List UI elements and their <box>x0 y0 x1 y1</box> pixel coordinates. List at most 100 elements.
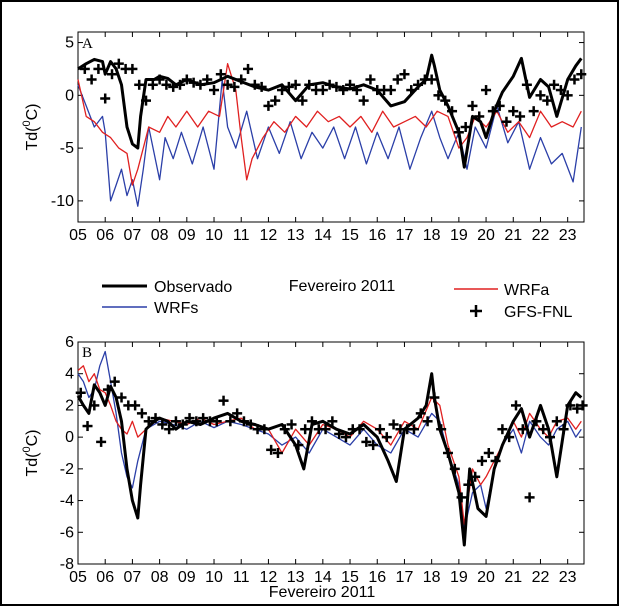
panel-b-x-tick-label: 19 <box>450 569 468 586</box>
panel-b-gfs-fnl-point <box>327 416 338 427</box>
panel-b-x-tick-label: 14 <box>314 569 332 586</box>
panel-b-gfs-fnl-point <box>510 400 521 411</box>
panel-b-x-tick-label: 20 <box>477 569 495 586</box>
panel-a-series-gfs-fnl <box>79 58 587 138</box>
panel-b-y-tick-label: -8 <box>60 556 74 573</box>
panel-a-y-ticks: 5 0 -5 -10 <box>51 35 584 210</box>
panel-a-gfs-fnl-point <box>277 85 288 96</box>
panel-a-x-tick-label: 18 <box>423 227 441 244</box>
panel-a-gfs-fnl-point <box>440 95 451 106</box>
panel-b-gfs-fnl-point <box>293 440 304 451</box>
panel-b-gfs-fnl-point <box>198 413 209 424</box>
panel-b-x-tick-label: 07 <box>124 569 142 586</box>
panel-b-y-tick-label: 2 <box>65 397 74 414</box>
panel-a-gfs-fnl-point <box>549 79 560 90</box>
panel-b-gfs-fnl-point <box>551 416 562 427</box>
panel-a-gfs-fnl-point <box>236 74 247 85</box>
panel-b-gfs-fnl-point <box>245 419 256 430</box>
panel-a-gfs-fnl-point <box>270 95 281 106</box>
panel-b-gfs-fnl-point <box>259 424 270 435</box>
panel-b-gfs-fnl-point <box>89 400 100 411</box>
panel-b-gfs-fnl-point <box>177 419 188 430</box>
panel-a-gfs-fnl-point <box>345 79 356 90</box>
panel-b-y-tick-label: -6 <box>60 524 74 541</box>
panel-a-gfs-fnl-point <box>175 79 186 90</box>
panel-a-gfs-fnl-point <box>447 106 458 117</box>
panel-b-plot-area <box>77 341 585 565</box>
panel-a-x-ticks: 05 06 07 08 09 10 11 12 13 14 15 16 17 18 19 20 21 22 23 <box>69 32 577 244</box>
panel-b-gfs-fnl-point <box>266 444 277 455</box>
panel-b-gfs-fnl-point <box>456 492 467 503</box>
panel-a-gfs-fnl-point <box>521 79 532 90</box>
panel-b-gfs-fnl-point <box>320 424 331 435</box>
panel-b-x-tick-label: 15 <box>341 569 359 586</box>
panel-a-series-wrfa <box>77 63 582 186</box>
panel-a-x-tick-label: 08 <box>151 227 169 244</box>
panel-b-gfs-fnl-point <box>544 432 555 443</box>
panel-a-gfs-fnl-point <box>338 85 349 96</box>
panel-a-gfs-fnl-point <box>528 106 539 117</box>
panel-b-gfs-fnl-point <box>286 419 297 430</box>
panel-a-gfs-fnl-point <box>229 81 240 92</box>
panel-a-gfs-fnl-point <box>107 69 118 80</box>
panel-a-x-tick-label: 16 <box>368 227 386 244</box>
panel-b-gfs-fnl-point <box>381 432 392 443</box>
panel-b-x-tick-label: 18 <box>423 569 441 586</box>
panel-b-gfs-fnl-point <box>218 395 229 406</box>
panel-a-gfs-fnl-point <box>79 63 90 74</box>
panel-a-gfs-fnl-point <box>433 90 444 101</box>
panel-b-gfs-fnl-point <box>75 387 86 398</box>
panel-b-x-tick-label: 16 <box>368 569 386 586</box>
panel-b-gfs-fnl-point <box>232 408 243 419</box>
panel-b-ylabel-sup: 0 <box>21 446 33 452</box>
legend-label-observado: Observado <box>154 279 232 296</box>
panel-b-y-tick-label: 4 <box>65 366 74 383</box>
panel-b-gfs-fnl-point <box>340 432 351 443</box>
panel-a-x-tick-label: 14 <box>314 227 332 244</box>
legend: Observado WRFa WRFs GFS-FNL <box>102 279 573 321</box>
panel-b-gfs-fnl-point <box>238 416 249 427</box>
panel-b-gfs-fnl-point <box>102 384 113 395</box>
panel-a-x-tick-label: 19 <box>450 227 468 244</box>
panel-b-gfs-fnl-point <box>116 392 127 403</box>
panel-a-ylabel-main: Td( <box>24 126 41 151</box>
panel-b-gfs-fnl-point <box>300 424 311 435</box>
panel-b-letter: B <box>82 345 92 361</box>
panel-a-gfs-fnl-point <box>222 79 233 90</box>
panel-a-gfs-fnl-point <box>209 85 220 96</box>
panel-a-gfs-fnl-point <box>392 74 403 85</box>
panel-b-x-tick-label: 10 <box>205 569 223 586</box>
panel-a-gfs-fnl-point <box>181 74 192 85</box>
panel-b-y-tick-label: -4 <box>60 493 74 510</box>
panel-b-gfs-fnl-point <box>279 424 290 435</box>
panel-a-gfs-fnl-point <box>535 90 546 101</box>
panel-b-x-tick-label: 22 <box>532 569 550 586</box>
panel-a-gfs-fnl-point <box>86 74 97 85</box>
panel-b-series <box>75 350 588 547</box>
panel-a-gfs-fnl-point <box>195 79 206 90</box>
panel-b-gfs-fnl-point <box>143 416 154 427</box>
panel-a-gfs-fnl-point <box>324 79 335 90</box>
panel-a-gfs-fnl-point <box>515 111 526 122</box>
panel-b-gfs-fnl-point <box>442 448 453 458</box>
panel-b-gfs-fnl-point <box>415 408 426 419</box>
panel-b-gfs-fnl-point <box>517 424 528 435</box>
panel-b-gfs-fnl-point <box>157 419 168 430</box>
panel-b-gfs-fnl-point <box>524 492 535 503</box>
panel-b-series-gfs-fnl <box>75 376 588 503</box>
panel-a-x-axis-label: Fevereiro 2011 <box>289 278 396 295</box>
panel-a-gfs-fnl-point <box>168 81 179 92</box>
panel-a-x-tick-label: 12 <box>260 227 278 244</box>
panel-a-y-axis-label: Td(0C) <box>21 103 41 150</box>
panel-a-series <box>77 53 587 207</box>
panel-b-gfs-fnl-point <box>577 400 588 411</box>
panel-a-gfs-fnl-point <box>141 95 152 106</box>
panel-b-x-tick-label: 23 <box>559 569 577 586</box>
panel-a-gfs-fnl-point <box>161 79 172 90</box>
legend-label-gfs-fnl: GFS-FNL <box>504 304 573 321</box>
panel-b-x-tick-label: 17 <box>396 569 414 586</box>
panel-b-gfs-fnl-point <box>422 416 433 427</box>
panel-a-gfs-fnl-point <box>487 106 498 117</box>
